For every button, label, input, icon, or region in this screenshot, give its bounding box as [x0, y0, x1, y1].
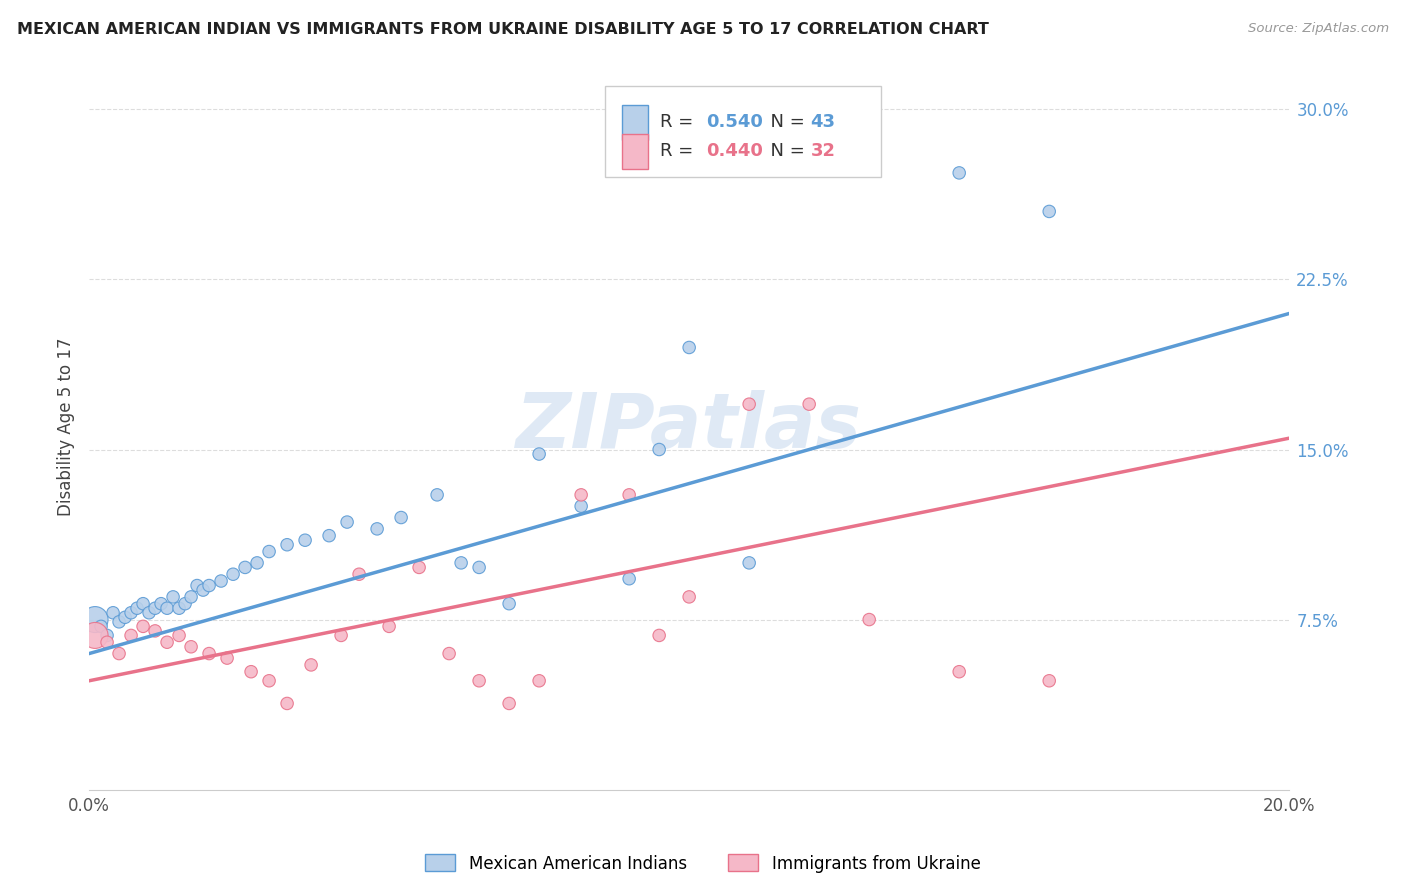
Point [437, 647, 460, 661]
Point [180, 590, 202, 604]
Point [948, 166, 970, 180]
Point [648, 628, 671, 642]
Text: Source: ZipAtlas.com: Source: ZipAtlas.com [1249, 22, 1389, 36]
Point [108, 647, 131, 661]
Point [468, 673, 491, 688]
Point [498, 697, 520, 711]
Point [191, 583, 214, 598]
Point [90, 619, 112, 633]
Point [678, 590, 700, 604]
Point [468, 560, 491, 574]
Point [101, 606, 124, 620]
Text: ZIPatlas: ZIPatlas [516, 390, 862, 464]
Point [738, 397, 761, 411]
FancyBboxPatch shape [605, 86, 882, 177]
Point [143, 601, 166, 615]
Point [143, 624, 166, 638]
Point [257, 673, 280, 688]
Point [648, 442, 671, 457]
Point [1038, 673, 1060, 688]
Point [389, 510, 412, 524]
Point [678, 341, 700, 355]
Point [114, 610, 136, 624]
Point [738, 556, 761, 570]
Point [156, 635, 179, 649]
Point [198, 578, 221, 592]
Point [167, 601, 190, 615]
Point [132, 619, 155, 633]
Point [299, 657, 322, 672]
Point [1038, 204, 1060, 219]
Point [125, 601, 148, 615]
Text: 43: 43 [810, 113, 835, 131]
Point [162, 590, 184, 604]
Point [276, 538, 298, 552]
Point [527, 673, 550, 688]
Text: 32: 32 [810, 142, 835, 161]
Point [167, 628, 190, 642]
Point [318, 529, 340, 543]
Point [120, 628, 142, 642]
Point [233, 560, 256, 574]
Point [108, 615, 131, 629]
Point [347, 567, 370, 582]
Point [257, 544, 280, 558]
Point [120, 606, 142, 620]
Point [569, 488, 592, 502]
Point [294, 533, 316, 548]
Text: N =: N = [759, 113, 810, 131]
Point [180, 640, 202, 654]
Point [186, 578, 208, 592]
Text: MEXICAN AMERICAN INDIAN VS IMMIGRANTS FROM UKRAINE DISABILITY AGE 5 TO 17 CORREL: MEXICAN AMERICAN INDIAN VS IMMIGRANTS FR… [17, 22, 988, 37]
Point [222, 567, 245, 582]
Point [617, 488, 640, 502]
Point [84, 613, 107, 627]
Point [426, 488, 449, 502]
Point [138, 606, 160, 620]
Point [948, 665, 970, 679]
Point [330, 628, 353, 642]
Point [132, 597, 155, 611]
Point [366, 522, 388, 536]
Point [217, 651, 239, 665]
Point [450, 556, 472, 570]
Text: N =: N = [759, 142, 810, 161]
Point [209, 574, 232, 588]
Point [198, 647, 221, 661]
Point [84, 628, 107, 642]
Point [858, 613, 880, 627]
Point [408, 560, 430, 574]
Point [498, 597, 520, 611]
FancyBboxPatch shape [621, 104, 648, 139]
Point [150, 597, 173, 611]
Point [569, 499, 592, 513]
FancyBboxPatch shape [621, 134, 648, 169]
Point [378, 619, 401, 633]
Text: 0.540: 0.540 [706, 113, 763, 131]
Text: R =: R = [661, 113, 699, 131]
Y-axis label: Disability Age 5 to 17: Disability Age 5 to 17 [58, 337, 75, 516]
Point [96, 628, 118, 642]
Point [174, 597, 197, 611]
Point [617, 572, 640, 586]
Point [799, 397, 821, 411]
Point [527, 447, 550, 461]
Text: R =: R = [661, 142, 699, 161]
Point [246, 556, 269, 570]
Point [336, 515, 359, 529]
Point [156, 601, 179, 615]
Point [276, 697, 298, 711]
Point [240, 665, 263, 679]
Point [96, 635, 118, 649]
Legend: Mexican American Indians, Immigrants from Ukraine: Mexican American Indians, Immigrants fro… [419, 847, 987, 880]
Text: 0.440: 0.440 [706, 142, 763, 161]
